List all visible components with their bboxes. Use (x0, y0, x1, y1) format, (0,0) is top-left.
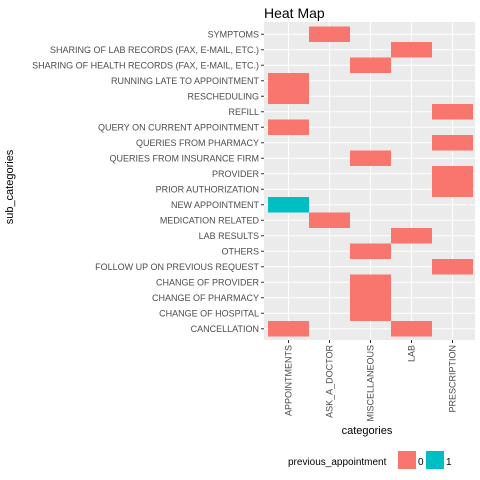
heatmap-cell-lab-sharing-of-lab-records-fax-e-mail-etc (391, 42, 432, 58)
heatmap-cell-miscellaneous-change-of-hospital (350, 305, 391, 321)
heatmap-cell-lab-lab-results (391, 228, 432, 244)
y-tick-label: RESCHEDULING (187, 91, 259, 101)
y-tick-label: REFILL (228, 107, 259, 117)
heatmap-cell-miscellaneous-queries-from-insurance-firm (350, 150, 391, 166)
heatmap-cell-prescription-refill (432, 104, 473, 120)
y-tick-label: LAB RESULTS (199, 231, 259, 241)
x-tick-label: MISCELLANEOUS (366, 345, 376, 422)
legend-swatch-1 (426, 451, 444, 469)
heatmap-cell-prescription-follow-up-on-previous-request (432, 259, 473, 275)
y-tick-label: CHANGE OF PROVIDER (156, 277, 260, 287)
y-tick-label: OTHERS (221, 246, 259, 256)
x-tick-label: ASK_A_DOCTOR (325, 345, 335, 418)
y-tick-label: CHANGE OF HOSPITAL (159, 308, 259, 318)
x-tick-label: APPOINTMENTS (284, 345, 294, 416)
legend-swatch-0 (398, 451, 416, 469)
y-tick-label: PROVIDER (212, 169, 260, 179)
y-axis-title: sub_categories (4, 149, 16, 224)
legend-label-0: 0 (418, 457, 424, 468)
chart-title: Heat Map (264, 5, 325, 21)
y-tick-label: QUERIES FROM INSURANCE FIRM (109, 153, 259, 163)
heatmap-cell-ask-a-doctor-symptoms (309, 26, 350, 42)
heatmap-cell-appointments-running-late-to-appointment (268, 73, 309, 89)
y-tick-label: CHANGE OF PHARMACY (152, 293, 259, 303)
heatmap-cell-lab-cancellation (391, 321, 432, 337)
cell-layer (268, 26, 473, 337)
y-tick-label: FOLLOW UP ON PREVIOUS REQUEST (95, 262, 259, 272)
heatmap-cell-miscellaneous-others (350, 243, 391, 259)
heatmap-cell-prescription-provider (432, 166, 473, 182)
x-tick-layer: APPOINTMENTS ASK_A_DOCTOR MISCELLANEOUS LAB… (284, 340, 458, 422)
y-tick-label: SYMPTOMS (208, 29, 259, 39)
heatmap-cell-appointments-query-on-current-appointment (268, 119, 309, 135)
heatmap-cell-prescription-queries-from-pharmacy (432, 135, 473, 151)
heatmap-cell-appointments-rescheduling (268, 88, 309, 104)
heatmap-cell-ask-a-doctor-medication-related (309, 212, 350, 228)
heatmap-cell-appointments-new-appointment (268, 197, 309, 213)
y-tick-label: PRIOR AUTHORIZATION (156, 184, 259, 194)
heatmap-cell-appointments-cancellation (268, 321, 309, 337)
legend-title: previous_appointment (288, 457, 387, 468)
y-tick-layer: SYMPTOMS SHARING OF LAB RECORDS (FAX, E-M… (32, 29, 264, 334)
legend-label-1: 1 (446, 457, 452, 468)
y-tick-label: QUERY ON CURRENT APPOINTMENT (98, 122, 260, 132)
heatmap-cell-miscellaneous-sharing-of-health-records-fax-e-mail-etc (350, 57, 391, 73)
x-tick-label: PRESCRIPTION (448, 345, 458, 413)
y-tick-label: QUERIES FROM PHARMACY (136, 138, 259, 148)
y-tick-label: RUNNING LATE TO APPOINTMENT (111, 76, 260, 86)
heatmap-cell-prescription-prior-authorization (432, 181, 473, 197)
y-tick-label: CANCELLATION (191, 324, 259, 334)
heatmap-cell-miscellaneous-change-of-pharmacy (350, 290, 391, 306)
x-axis-title: categories (342, 425, 393, 437)
y-tick-label: SHARING OF HEALTH RECORDS (FAX, E-MAIL, … (32, 60, 259, 70)
x-tick-label: LAB (407, 345, 417, 362)
y-tick-label: NEW APPOINTMENT (171, 200, 260, 210)
y-tick-label: SHARING OF LAB RECORDS (FAX, E-MAIL, ETC… (50, 45, 259, 55)
heatmap-cell-miscellaneous-change-of-provider (350, 274, 391, 290)
y-tick-label: MEDICATION RELATED (160, 215, 260, 225)
legend: previous_appointment 0 1 (288, 451, 452, 469)
